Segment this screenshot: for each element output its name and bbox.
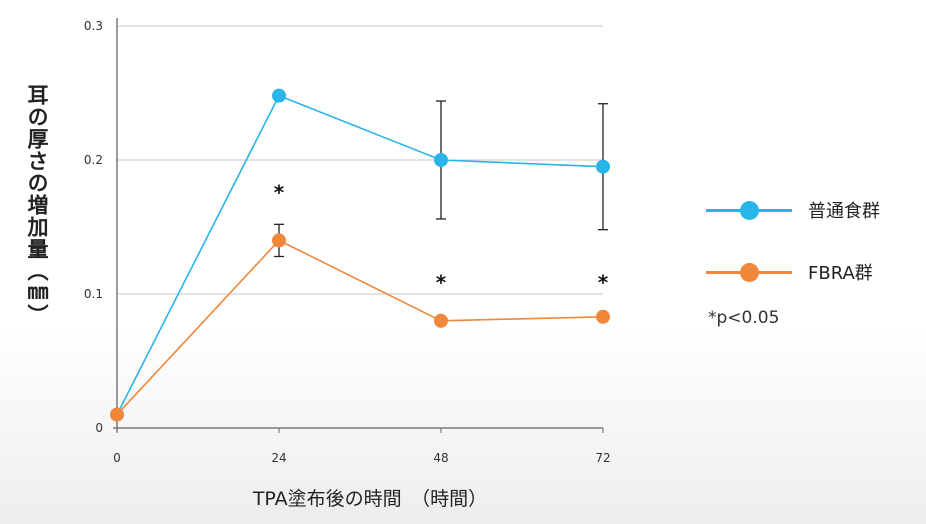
legend-label-fbra: FBRA群	[808, 263, 873, 284]
x-tick-label: 24	[271, 451, 286, 465]
x-tick-label: 48	[433, 451, 448, 465]
y-tick-label: 0.2	[84, 153, 103, 167]
data-point	[596, 309, 610, 324]
significance-note: *p<0.05	[708, 308, 780, 328]
legend-item-fbra: FBRA群	[706, 258, 880, 286]
x-axis-label: TPA塗布後の時間 （時間）	[252, 488, 488, 510]
significance-markers: * * *	[274, 181, 609, 295]
x-tick-label: 0	[113, 451, 121, 465]
y-tick-label: 0.1	[84, 287, 103, 301]
significance-marker: *	[274, 181, 285, 205]
error-bars	[274, 100, 608, 258]
legend-item-normal: 普通食群	[706, 196, 880, 224]
legend: 普通食群 FBRA群	[706, 196, 880, 320]
data-point	[272, 233, 286, 248]
legend-swatch-fbra	[706, 262, 792, 282]
tick-labels: 0 0.1 0.2 0.3 0 24 48 72	[84, 19, 611, 465]
series-line	[116, 239, 604, 416]
data-point	[596, 159, 610, 174]
series-line	[116, 94, 604, 415]
data-point	[110, 407, 124, 422]
data-point	[434, 153, 448, 167]
significance-marker: *	[436, 270, 447, 294]
axes	[113, 18, 604, 433]
y-tick-label: 0	[95, 421, 103, 435]
y-axis-label: 耳の厚さの増加量（㎜）	[25, 84, 49, 326]
series-lines	[116, 94, 604, 416]
y-tick-label: 0.3	[84, 19, 103, 33]
data-point	[434, 313, 448, 328]
significance-marker: *	[598, 270, 609, 294]
x-tick-label: 72	[595, 451, 610, 465]
legend-label-normal: 普通食群	[808, 201, 880, 222]
grid-lines	[117, 25, 603, 295]
data-points	[110, 88, 610, 422]
data-point	[272, 88, 286, 103]
legend-swatch-normal	[706, 200, 792, 220]
